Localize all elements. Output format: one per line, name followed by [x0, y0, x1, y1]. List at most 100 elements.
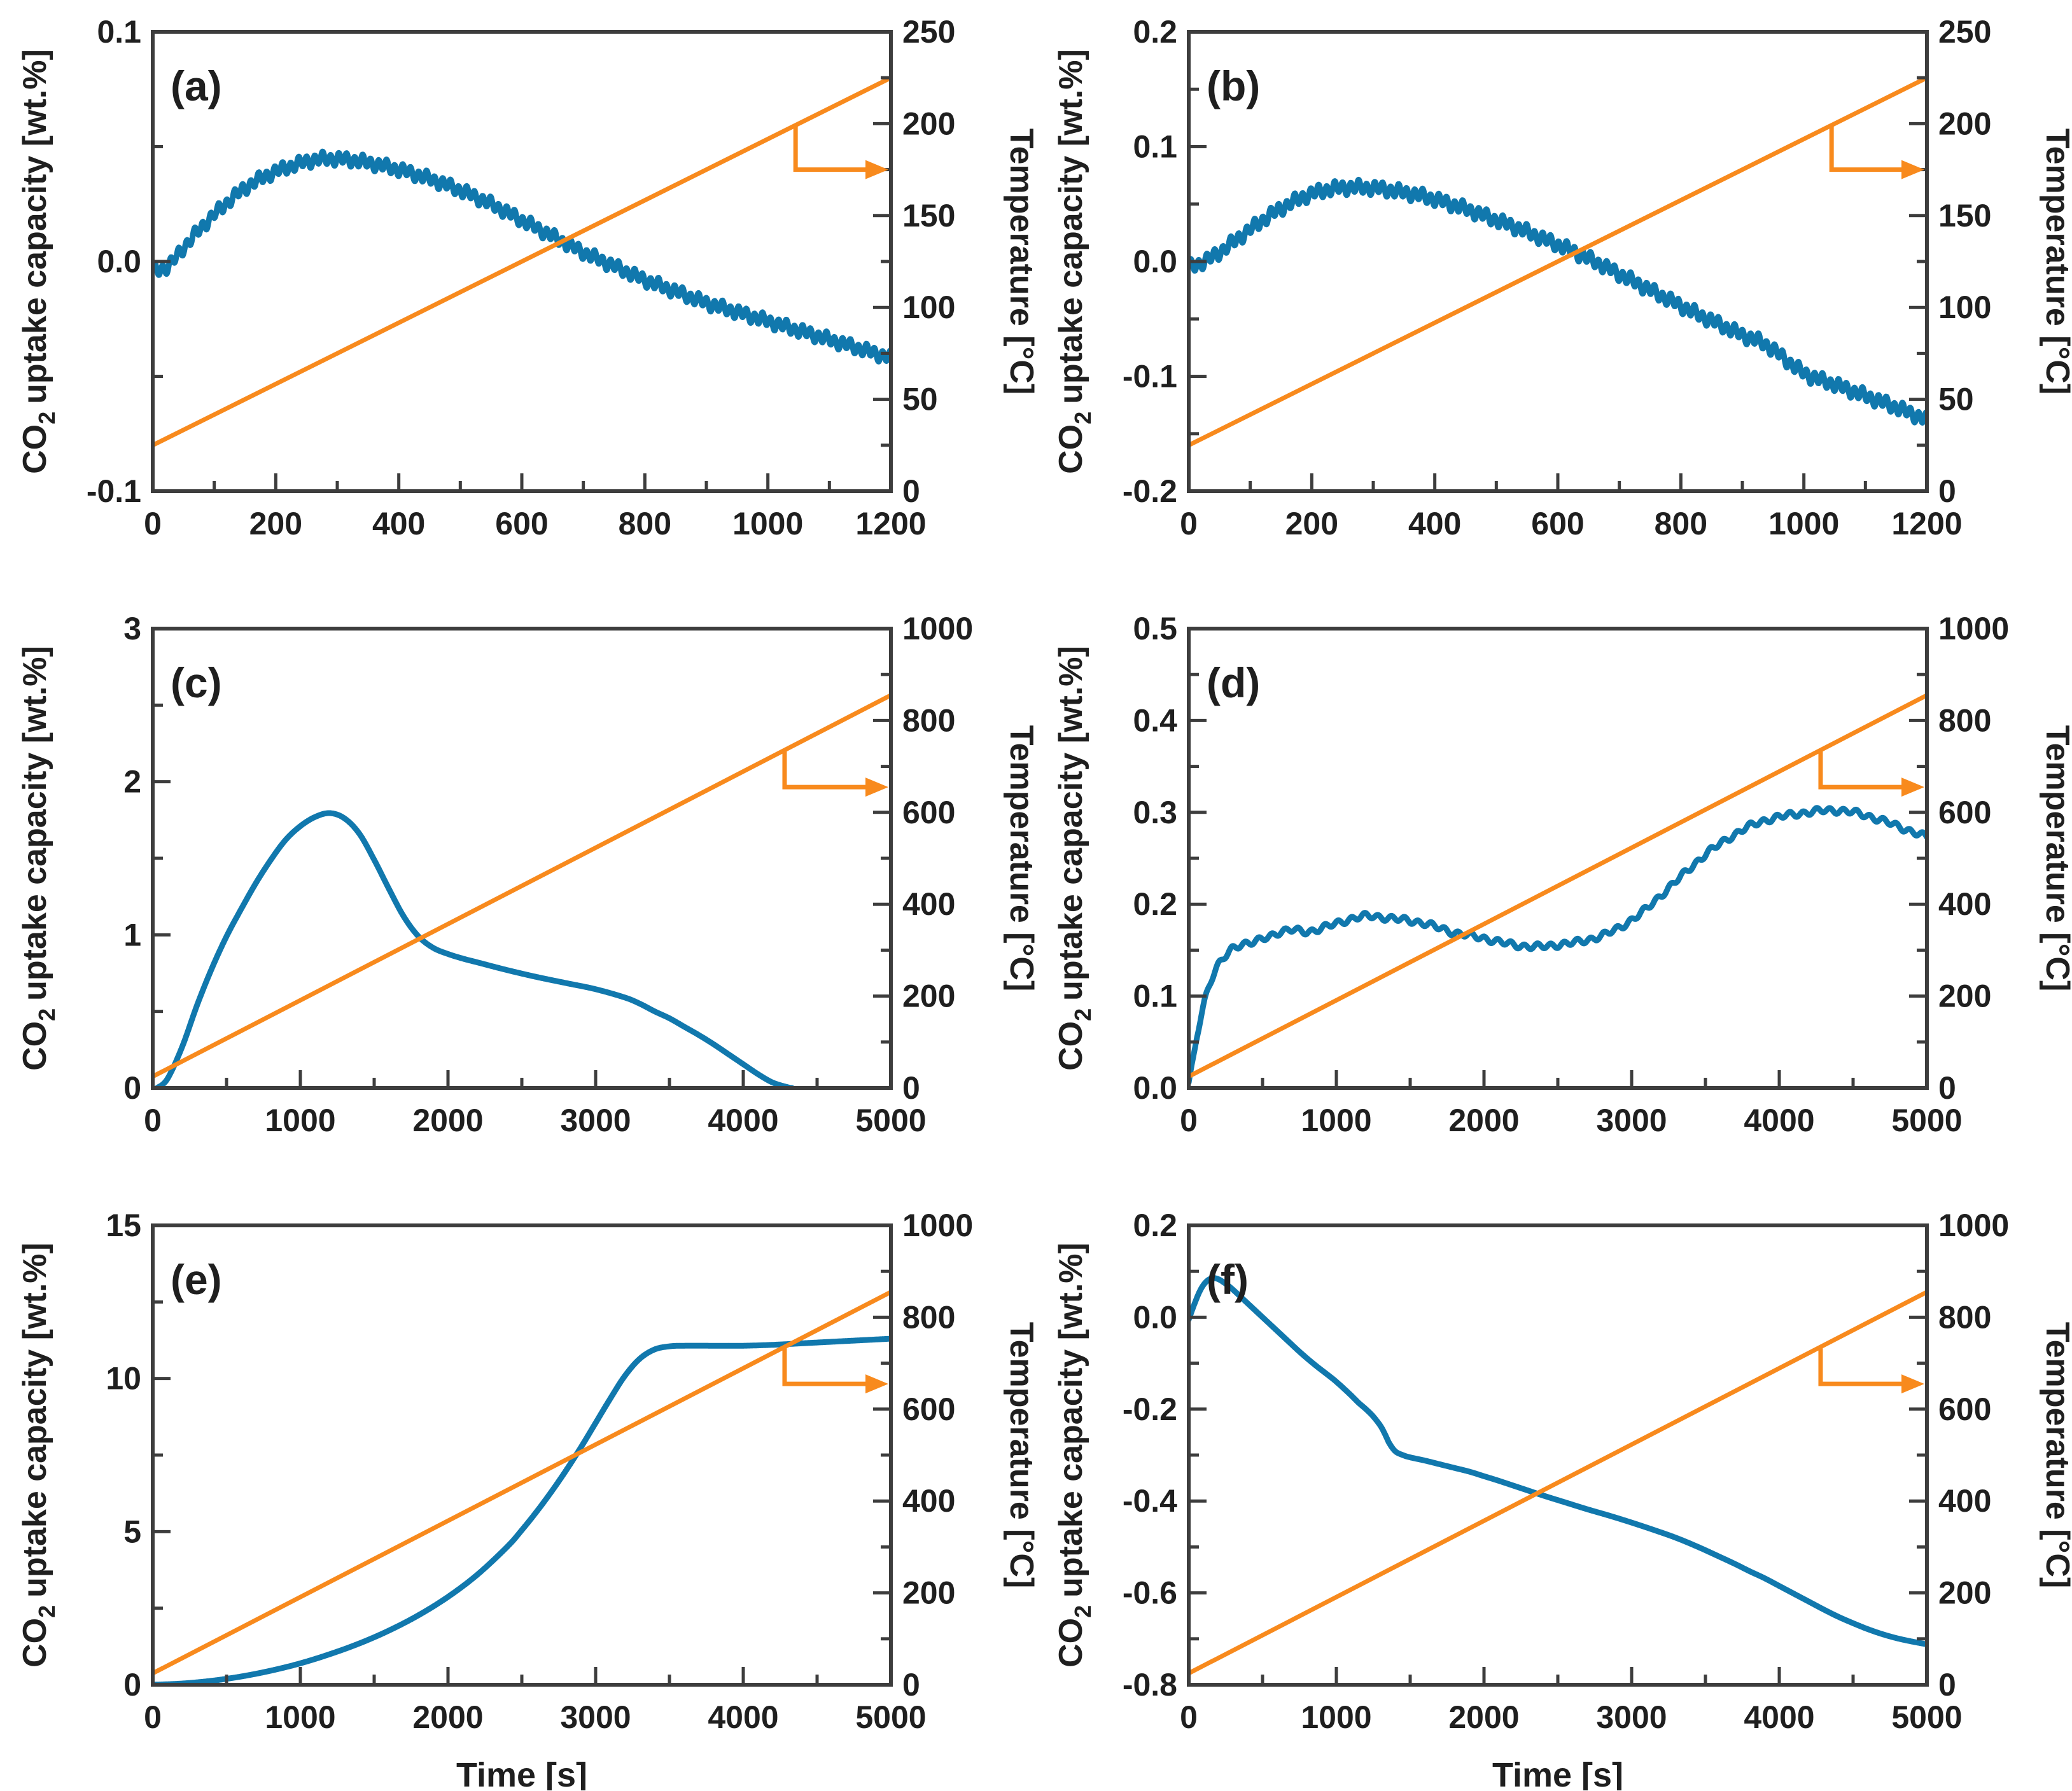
y-right-tick-label: 400 — [1938, 886, 1991, 922]
panel-letter: (e) — [171, 1256, 222, 1303]
y-left-axis-title: CO2uptake capacity [wt.%] — [1053, 646, 1096, 1071]
right-axis-arrow — [1818, 749, 1905, 790]
right-axis-arrow — [782, 749, 869, 790]
y-right-tick-label: 200 — [902, 979, 955, 1014]
temperature-curve — [153, 693, 891, 1079]
y-right-tick-label: 250 — [902, 14, 955, 50]
y-left-tick-label: 0.3 — [1133, 795, 1177, 830]
uptake-curve — [154, 810, 795, 1088]
x-tick-label: 5000 — [1891, 1699, 1962, 1735]
y-left-tick-label: 0.0 — [1133, 244, 1177, 279]
y-right-tick-label: 1000 — [902, 1208, 973, 1243]
y-left-tick-label: 2 — [123, 764, 141, 800]
y-left-tick-label: 0.4 — [1133, 702, 1177, 738]
y-left-tick-label: 0 — [123, 1667, 141, 1703]
y-left-tick-label: 10 — [106, 1361, 141, 1397]
x-tick-label: 1000 — [265, 1103, 335, 1138]
y-left-tick-label: 3 — [123, 611, 141, 646]
x-tick-label: 0 — [144, 506, 162, 541]
x-tick-label: 0 — [144, 1103, 162, 1138]
y-right-tick-label: 1000 — [1938, 611, 2009, 646]
panel-e: 0 1000 2000 3000 4000 5000 0 5 10 15 0 200 400 600 800… — [0, 1194, 1036, 1791]
right-axis-arrowhead-icon — [1901, 777, 1924, 797]
x-tick-label: 3000 — [560, 1699, 631, 1735]
panel-f: 0 1000 2000 3000 4000 5000 -0.8 -0.6 -0.4 -0.2 0.0… — [1036, 1194, 2072, 1791]
panel-letter: (c) — [171, 659, 222, 706]
y-right-axis-title: Temperature [°C] — [1003, 1322, 1036, 1589]
y-right-tick-label: 100 — [1938, 289, 1991, 325]
x-tick-label: 5000 — [855, 1699, 926, 1735]
uptake-curve — [1189, 1275, 1927, 1647]
y-right-tick-label: 100 — [902, 289, 955, 325]
y-right-tick-label: 50 — [902, 382, 938, 417]
y-left-tick-label: 0.2 — [1133, 1208, 1177, 1243]
y-right-tick-label: 150 — [902, 198, 955, 233]
x-axis-title: Time [s] — [1492, 1756, 1623, 1790]
y-right-tick-label: 400 — [902, 886, 955, 922]
y-left-axis-title: CO2uptake capacity [wt.%] — [17, 1243, 60, 1668]
y-right-tick-label: 0 — [902, 1070, 920, 1106]
y-left-tick-label: -0.2 — [1123, 473, 1177, 509]
uptake-curve — [1189, 805, 1927, 1085]
y-left-tick-label: -0.6 — [1123, 1575, 1177, 1611]
y-right-tick-label: 0 — [1938, 473, 1956, 509]
x-tick-label: 0 — [1180, 1699, 1198, 1735]
y-left-axis-title: CO2uptake capacity [wt.%] — [1053, 1243, 1096, 1668]
y-left-tick-label: 1 — [123, 917, 141, 952]
x-tick-label: 1000 — [265, 1699, 335, 1735]
x-tick-label: 800 — [1655, 506, 1707, 541]
y-left-tick-label: 5 — [123, 1514, 141, 1549]
right-axis-arrowhead-icon — [865, 160, 888, 179]
y-right-axis-title: Temperature [°C] — [1003, 725, 1036, 992]
y-left-tick-label: 0.0 — [97, 244, 141, 279]
right-axis-arrowhead-icon — [865, 1374, 888, 1394]
y-right-axis-title: Temperature [°C] — [1003, 129, 1036, 395]
y-right-axis-title: Temperature [°C] — [2039, 129, 2072, 395]
y-right-tick-label: 200 — [1938, 1575, 1991, 1611]
y-right-tick-label: 600 — [902, 1391, 955, 1427]
x-tick-label: 4000 — [1744, 1699, 1814, 1735]
y-right-tick-label: 600 — [1938, 1391, 1991, 1427]
x-tick-label: 600 — [1531, 506, 1584, 541]
x-axis-title: Time [s] — [456, 1756, 587, 1790]
y-right-tick-label: 200 — [1938, 979, 1991, 1014]
temperature-curve — [1189, 693, 1927, 1079]
x-tick-label: 2000 — [1448, 1699, 1519, 1735]
panel-d: 0 1000 2000 3000 4000 5000 0.0 0.1 0.2 0.3 0.4 0.5 0… — [1036, 597, 2072, 1194]
temperature-curve — [1189, 75, 1927, 448]
y-left-tick-label: -0.1 — [1123, 359, 1177, 394]
y-left-tick-label: 0.5 — [1133, 611, 1177, 646]
right-axis-arrow — [1829, 125, 1905, 172]
y-left-axis-title: CO2uptake capacity [wt.%] — [17, 49, 60, 474]
right-axis-arrow — [1818, 1346, 1905, 1386]
y-left-axis-title: CO2uptake capacity [wt.%] — [17, 646, 60, 1071]
y-right-tick-label: 150 — [1938, 198, 1991, 233]
temperature-curve — [153, 1290, 891, 1676]
uptake-curve — [1189, 176, 1927, 426]
panel-letter: (a) — [171, 62, 222, 109]
x-tick-label: 5000 — [1891, 1103, 1962, 1138]
y-right-tick-label: 800 — [902, 702, 955, 738]
right-axis-arrowhead-icon — [865, 777, 888, 797]
panel-d-chart: 0 1000 2000 3000 4000 5000 0.0 0.1 0.2 0.3 0.4 0.5 0… — [1053, 611, 2072, 1138]
y-left-tick-label: 0.1 — [1133, 979, 1177, 1014]
y-right-tick-label: 800 — [1938, 1299, 1991, 1335]
x-tick-label: 600 — [495, 506, 548, 541]
x-tick-label: 3000 — [560, 1103, 631, 1138]
panel-f-chart: 0 1000 2000 3000 4000 5000-0.8-0.6-0.4-0.20.0… — [1053, 1208, 2072, 1790]
y-right-tick-label: 400 — [902, 1483, 955, 1519]
y-right-tick-label: 800 — [1938, 702, 1991, 738]
y-right-tick-label: 0 — [902, 1667, 920, 1703]
x-tick-label: 4000 — [1744, 1103, 1814, 1138]
y-left-tick-label: 0.2 — [1133, 886, 1177, 922]
y-right-axis-title: Temperature [°C] — [2039, 725, 2072, 992]
y-left-tick-label: -0.1 — [87, 473, 141, 509]
y-left-tick-label: 15 — [106, 1208, 141, 1243]
right-axis-arrowhead-icon — [1901, 160, 1924, 179]
panel-c: 0 1000 2000 3000 4000 5000 0 1 2 3 0 200 400 600 800 10… — [0, 597, 1036, 1194]
y-right-tick-label: 600 — [902, 795, 955, 830]
x-tick-label: 1200 — [1891, 506, 1962, 541]
x-tick-label: 4000 — [708, 1699, 778, 1735]
